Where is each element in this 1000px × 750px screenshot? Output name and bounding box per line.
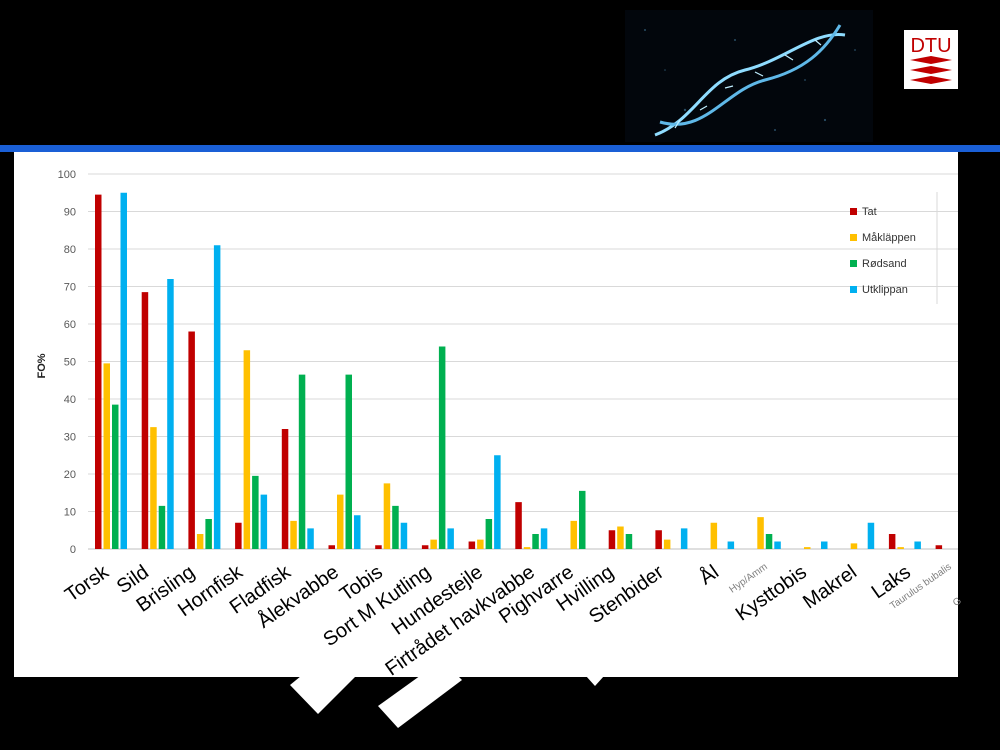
bar-måkläppen: [290, 520, 297, 549]
bar-utklippan: [774, 541, 781, 549]
bar-måkläppen: [897, 547, 904, 549]
bar-rødsand: [298, 374, 306, 549]
dtu-logo: DTU: [904, 30, 958, 89]
bar-rødsand: [532, 534, 539, 549]
bar-måkläppen: [243, 350, 251, 549]
bar-måkläppen: [850, 543, 858, 549]
bar-rødsand: [765, 534, 773, 549]
bar-tat: [421, 545, 429, 549]
y-tick-label: 80: [64, 244, 76, 256]
bar-utklippan: [680, 528, 688, 549]
bar-rødsand: [579, 490, 586, 549]
y-axis-label: FO%: [36, 353, 48, 378]
bar-rødsand: [625, 534, 633, 549]
y-tick-label: 20: [64, 469, 76, 481]
bar-rødsand: [252, 475, 259, 549]
bar-rødsand: [158, 505, 166, 549]
bar-chart: 0 10 20 30 40 50 60 70 80 90 100 FO% Tat Måkläppen R…: [36, 169, 958, 556]
bar-tat: [468, 541, 476, 549]
bar-utklippan: [447, 528, 454, 549]
y-tick-label: 100: [58, 169, 76, 181]
dna-helix-image: [625, 10, 873, 142]
bar-utklippan: [540, 528, 548, 549]
bar-tat: [655, 530, 662, 549]
legend-swatch: [850, 234, 857, 241]
bar-tat: [235, 522, 242, 549]
bar-tat: [375, 545, 382, 549]
bar-tat: [515, 502, 522, 549]
bar-utklippan: [727, 541, 735, 549]
bar-måkläppen: [804, 547, 811, 549]
bar-utklippan: [354, 515, 361, 549]
legend-label: Måkläppen: [862, 232, 916, 244]
bar-rødsand: [205, 519, 212, 549]
bar-utklippan: [494, 455, 501, 549]
bar-tat: [281, 429, 289, 549]
bar-utklippan: [821, 541, 828, 549]
bar-måkläppen: [710, 522, 718, 549]
bar-utklippan: [867, 522, 875, 549]
bar-måkläppen: [150, 427, 157, 549]
bar-måkläppen: [337, 494, 344, 549]
y-tick-label: 0: [70, 544, 76, 556]
bar-tat: [328, 545, 335, 549]
bar-måkläppen: [617, 526, 624, 549]
bar-tat: [935, 545, 943, 549]
bar-måkläppen: [570, 520, 577, 549]
bar-måkläppen: [430, 539, 437, 549]
y-tick-label: 50: [64, 357, 76, 369]
bar-måkläppen: [383, 483, 391, 549]
bar-tat: [608, 530, 616, 549]
bar-utklippan: [260, 494, 268, 549]
legend-label: Utklippan: [862, 284, 908, 296]
bar-måkläppen: [663, 539, 671, 549]
bar-utklippan: [167, 279, 174, 549]
bar-utklippan: [120, 192, 127, 549]
label-bubble: [586, 676, 604, 686]
y-tick-label: 30: [64, 432, 76, 444]
legend-swatch: [850, 286, 857, 293]
y-tick-label: 60: [64, 319, 76, 331]
y-tick-label: 90: [64, 207, 76, 219]
bar-rødsand: [485, 519, 493, 549]
bar-måkläppen: [523, 547, 531, 549]
y-tick-label: 10: [64, 507, 76, 519]
bar-tat: [888, 534, 896, 549]
bar-utklippan: [914, 541, 921, 549]
logo-text: DTU: [910, 35, 951, 57]
legend-swatch: [850, 260, 857, 267]
bar-rødsand: [438, 346, 446, 549]
y-tick-label: 40: [64, 394, 76, 406]
bar-måkläppen: [103, 363, 110, 549]
bar-måkläppen: [477, 539, 484, 549]
bar-utklippan: [400, 522, 408, 549]
y-tick-label: 70: [64, 282, 76, 294]
legend-label: Tat: [862, 206, 877, 218]
bar-rødsand: [345, 374, 352, 549]
bar-rødsand: [392, 505, 399, 549]
bar-tat: [188, 331, 195, 549]
bar-måkläppen: [196, 534, 204, 549]
bar-rødsand: [112, 404, 119, 549]
accent-bar: [0, 145, 1000, 152]
bar-utklippan: [307, 528, 314, 549]
bar-måkläppen: [757, 517, 764, 549]
legend-swatch: [850, 208, 857, 215]
bar-utklippan: [213, 245, 221, 549]
bar-tat: [95, 194, 102, 549]
chart-panel: 0 10 20 30 40 50 60 70 80 90 100 FO% Tat Måkläppen R…: [14, 152, 958, 677]
bar-tat: [141, 292, 149, 549]
legend-label: Rødsand: [862, 258, 907, 270]
